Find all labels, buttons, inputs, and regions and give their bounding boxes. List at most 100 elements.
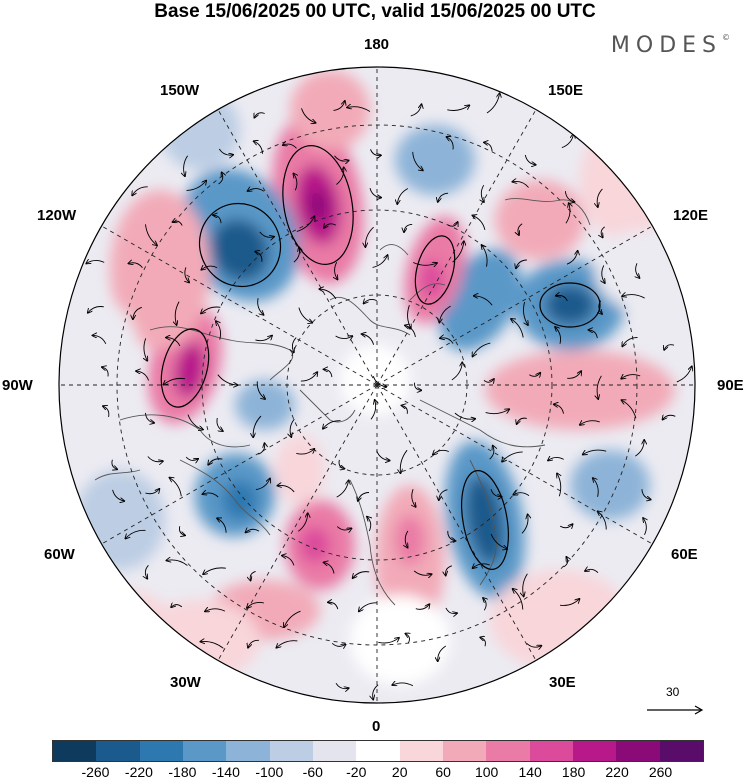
colorbar-tick-label: 100 [474, 764, 499, 780]
colorbar-cell [529, 741, 573, 761]
wind-vector [111, 459, 117, 470]
wind-vector [513, 589, 524, 610]
wind-vector [184, 155, 188, 177]
lon-label-30e: 30E [549, 674, 576, 691]
colorbar-tick-label: -60 [302, 764, 323, 780]
circulation-contour [461, 470, 509, 570]
wind-vector [362, 334, 375, 345]
wind-vector [472, 215, 486, 231]
wind-vector [147, 456, 163, 462]
colorbar-tick-label: 60 [435, 764, 451, 780]
reference-vector-label: 30 [666, 685, 680, 699]
coastline-segment [149, 326, 293, 381]
wind-vector [255, 336, 272, 342]
wind-vector [372, 255, 388, 268]
wind-vector [635, 440, 644, 457]
wind-vector [490, 533, 507, 549]
wind-vector [565, 203, 570, 224]
wind-vector [102, 367, 109, 377]
wind-vector [254, 141, 263, 154]
wind-vector [93, 335, 107, 345]
wind-vector [300, 372, 317, 382]
anomaly-blob [595, 230, 685, 310]
wind-vector [205, 609, 226, 612]
wind-vector [359, 602, 377, 612]
lon-label-120w: 120W [37, 207, 77, 224]
wind-vector [561, 134, 574, 149]
wind-vector [392, 683, 414, 686]
colorbar-cell [53, 741, 97, 761]
wind-vector [433, 450, 449, 454]
wind-vector [256, 381, 265, 399]
wind-vector [523, 573, 528, 597]
wind-vector [523, 301, 528, 325]
wind-vector [347, 107, 371, 112]
lon-label-30w: 30W [170, 674, 201, 691]
anomaly-blob [300, 527, 330, 563]
wind-vector [324, 369, 333, 378]
wind-vector [88, 306, 104, 312]
wind-vector [580, 421, 600, 425]
wind-vector [335, 683, 349, 688]
anomaly-blob [160, 90, 240, 170]
wind-vector [451, 362, 462, 381]
wind-vector [564, 191, 574, 202]
wind-vector [511, 319, 524, 338]
wind-vector [217, 518, 227, 533]
anomaly-blob [395, 125, 475, 195]
graticule [59, 67, 695, 703]
wind-vector [447, 222, 458, 226]
colorbar-cell [226, 741, 270, 761]
wind-vector [216, 321, 221, 340]
anomaly-blob [485, 350, 675, 430]
wind-vector [185, 456, 198, 460]
colorbar-cell [572, 741, 617, 761]
wind-vector [373, 684, 379, 700]
anomaly-blob [210, 218, 270, 282]
colorbar-cell [659, 741, 703, 761]
wind-vector [521, 514, 528, 534]
wind-vector [559, 524, 572, 528]
anomaly-blob [60, 300, 140, 420]
colorbar-cell [139, 741, 183, 761]
lon-label-150w: 150W [160, 82, 200, 99]
colorbar-tick-label: 140 [518, 764, 542, 780]
wind-vector [213, 215, 222, 224]
wind-vector [367, 517, 371, 532]
wind-vector [203, 493, 219, 498]
wind-vector [331, 642, 345, 646]
wind-vector [412, 489, 416, 507]
wind-vector [255, 479, 270, 491]
coastline-segment [179, 459, 271, 536]
wind-vector [447, 137, 454, 150]
anomaly-blob [110, 190, 210, 350]
anomaly-blob [570, 450, 650, 520]
wind-vector [145, 489, 159, 495]
wind-vector [370, 149, 381, 155]
anomaly-blob [290, 70, 370, 150]
anomaly-blob [308, 191, 328, 219]
wind-vector [257, 298, 264, 315]
wind-vector [296, 449, 314, 455]
wind-vector [622, 295, 645, 299]
modes-logo: MODES© [611, 33, 730, 58]
wind-vector [129, 263, 143, 268]
colorbar-cell [616, 741, 660, 761]
coastline-segment [409, 283, 446, 301]
wind-vector [284, 610, 301, 627]
anomaly-blob [490, 570, 630, 670]
wind-vector [548, 457, 564, 460]
wind-vector [324, 224, 336, 228]
wind-vector [597, 375, 602, 399]
wind-vector [293, 174, 297, 191]
wind-vector [365, 226, 374, 247]
wind-vector [405, 634, 409, 644]
wind-vector [490, 489, 502, 496]
wind-vector [185, 267, 189, 282]
wind-vector [258, 443, 264, 455]
wind-vector [413, 263, 437, 266]
wind-vector [336, 480, 349, 498]
latitude-circle [201, 209, 553, 561]
wind-vector [335, 336, 353, 339]
wind-vector [248, 639, 259, 647]
